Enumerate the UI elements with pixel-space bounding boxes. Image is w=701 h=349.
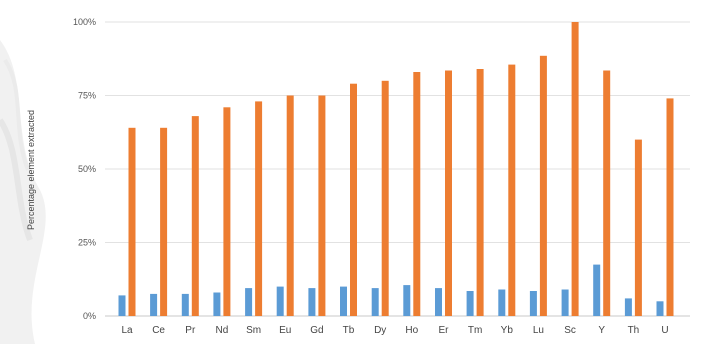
bar-Nd-series1: [213, 292, 221, 316]
x-tick-label: Tm: [468, 325, 482, 336]
y-tick-label: 50%: [78, 164, 96, 174]
x-tick-label: Pr: [185, 325, 196, 336]
bar-Dy-series1: [371, 288, 379, 316]
y-tick-label: 75%: [78, 91, 96, 101]
bar-Lu-series2: [539, 55, 547, 317]
y-axis-ticks: 0% 25% 50% 75% 100%: [73, 17, 96, 321]
bars: [118, 22, 674, 317]
bar-Pr-series2: [191, 116, 199, 316]
bar-Ho-series2: [413, 72, 421, 316]
bar-Er-series2: [445, 70, 452, 316]
y-tick-label: 0%: [83, 311, 96, 321]
bar-Th-series2: [634, 139, 642, 316]
bar-Lu-series1: [529, 291, 537, 316]
bar-Dy-series2: [381, 80, 389, 316]
bar-Yb-series1: [498, 289, 506, 316]
bar-Sc-series1: [561, 289, 569, 316]
bar-Er-series1: [435, 288, 442, 316]
x-axis-ticks: La Ce Pr Nd Sm Eu Gd Tb Dy Ho Er Tm Yb Lu Sc Y Th U: [121, 325, 668, 336]
bar-Tb-series1: [340, 286, 347, 316]
x-tick-label: Nd: [216, 325, 229, 336]
bar-Gd-series1: [308, 288, 316, 316]
bar-U-series1: [656, 301, 664, 316]
bar-Tb-series2: [350, 83, 357, 316]
bar-Ce-series2: [160, 127, 168, 316]
bar-Ho-series1: [403, 285, 411, 316]
bar-Ce-series1: [150, 293, 158, 316]
bar-Tm-series1: [466, 291, 474, 316]
bar-Pr-series1: [181, 293, 189, 316]
y-tick-label: 100%: [73, 17, 96, 27]
x-tick-label: Dy: [374, 325, 386, 336]
bar-Y-series2: [603, 70, 611, 316]
x-tick-label: La: [121, 325, 133, 336]
x-tick-label: Gd: [310, 325, 323, 336]
y-axis-label: Percentage element extracted: [26, 110, 36, 230]
y-tick-label: 25%: [78, 238, 96, 248]
bar-Sm-series2: [255, 101, 263, 317]
x-tick-label: Lu: [533, 325, 544, 336]
bar-Sc-series2: [571, 22, 579, 316]
x-tick-label: Yb: [501, 325, 514, 336]
bar-Eu-series1: [276, 286, 284, 316]
x-tick-label: Tb: [343, 325, 355, 336]
bar-Sm-series1: [245, 288, 253, 316]
x-tick-label: Sm: [246, 325, 261, 336]
x-tick-label: Sc: [564, 325, 576, 336]
bar-La-series1: [118, 295, 126, 316]
x-tick-label: U: [661, 325, 668, 336]
x-tick-label: Ho: [405, 325, 418, 336]
gridlines: [105, 21, 690, 317]
bar-Gd-series2: [318, 95, 326, 316]
bar-U-series2: [666, 98, 674, 317]
bar-Yb-series2: [508, 64, 516, 316]
x-tick-label: Y: [598, 325, 605, 336]
x-tick-label: Eu: [279, 325, 291, 336]
bar-Nd-series2: [223, 107, 231, 316]
x-tick-label: Th: [628, 325, 640, 336]
bar-Tm-series2: [476, 69, 484, 316]
x-tick-label: Ce: [152, 325, 165, 336]
bar-Eu-series2: [286, 95, 294, 316]
x-tick-label: Er: [439, 325, 450, 336]
bar-Th-series1: [624, 298, 632, 316]
bar-La-series2: [128, 127, 136, 316]
bar-Y-series1: [593, 264, 601, 316]
